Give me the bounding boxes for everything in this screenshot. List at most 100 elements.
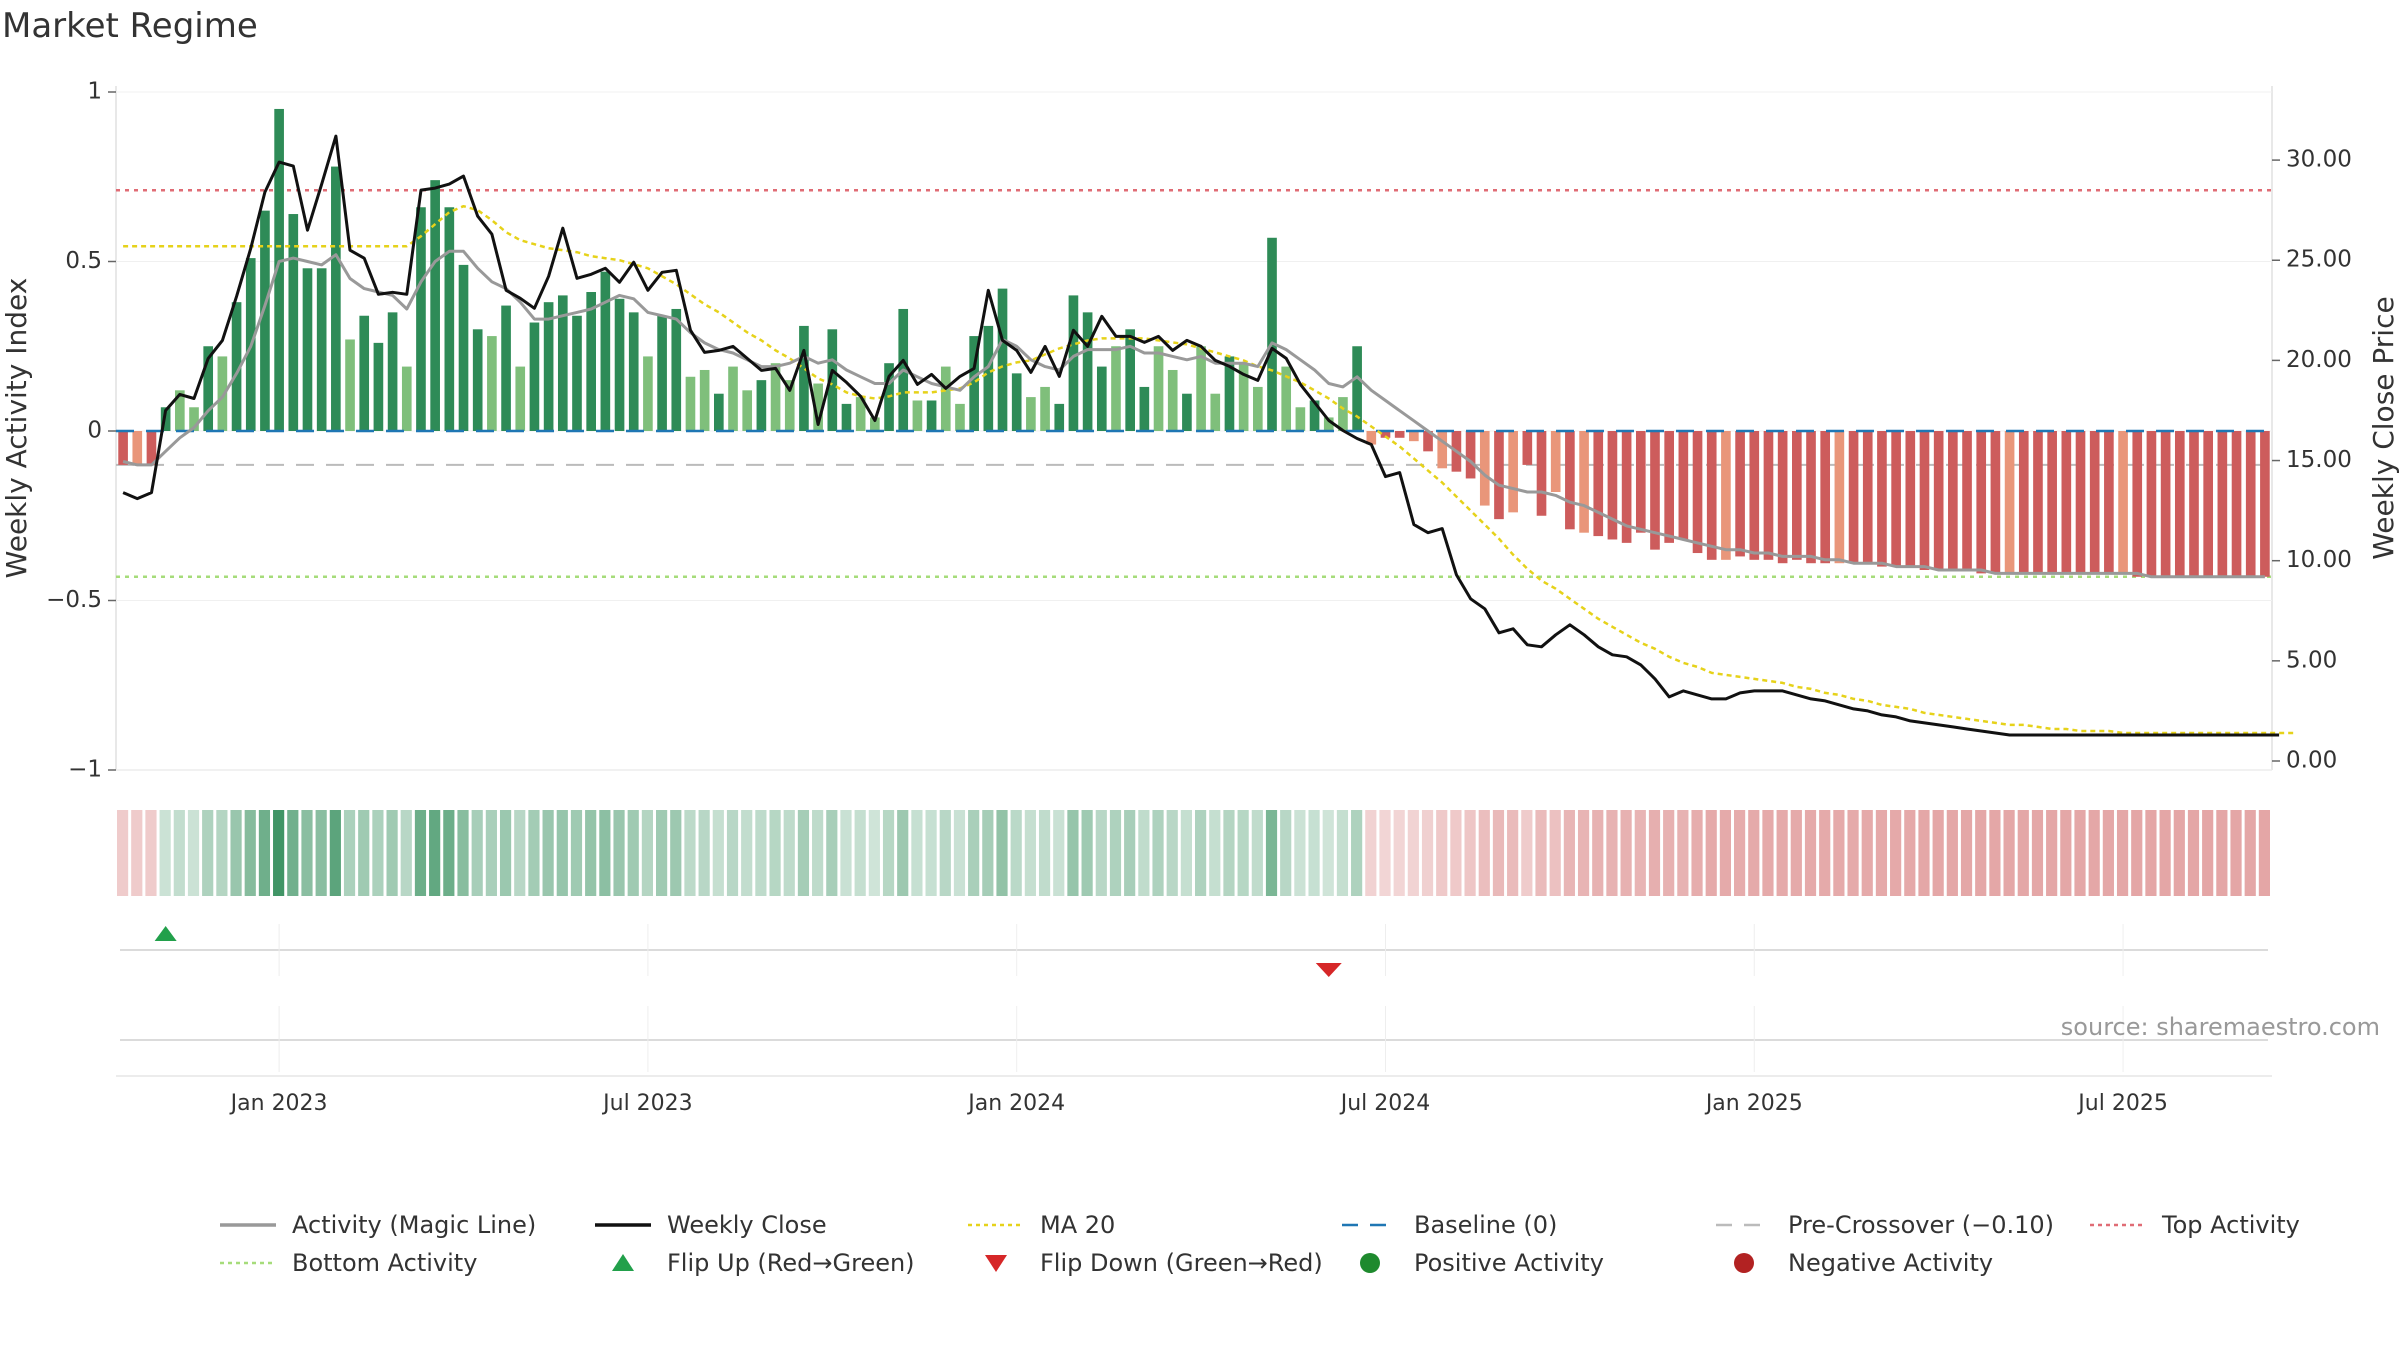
activity-bar [2203,431,2213,577]
y-tick-label: −1 [68,757,102,783]
heat-strip-cell [1734,810,1746,896]
activity-bar [146,431,157,465]
heat-strip-cell [499,810,512,896]
activity-bar [1054,403,1065,431]
heat-strip-cell [968,810,980,896]
activity-bar [401,366,412,431]
activity-bar [472,329,483,431]
y-tick-label: 0 [87,418,102,444]
legend-swatch-tri-down [985,1255,1007,1272]
activity-bar [969,336,979,431]
heat-strip-cell [769,810,781,896]
activity-bar [529,322,540,431]
activity-bar [1565,431,1575,530]
activity-bar [1253,386,1263,431]
heat-strip-cell [414,810,427,896]
activity-bar [2004,431,2015,574]
heat-strip-cell [1322,810,1334,896]
heat-strip-cell [471,810,483,896]
heat-strip-cell [2031,810,2044,896]
heat-strip-cell [1606,810,1618,896]
heat-strip-cell [2102,810,2114,896]
activity-bar [1692,431,1703,554]
heat-strip-cell [1762,810,1774,896]
heat-strip-cell [528,810,540,896]
activity-bar [1550,431,1561,493]
heat-strip-cell [2017,810,2029,896]
heat-strip-cell [1393,810,1405,896]
activity-bar [1834,431,1845,564]
heat-strip-cell [1379,810,1391,896]
activity-bar [189,407,199,431]
activity-bar [1096,366,1107,431]
activity-bar [1721,431,1731,560]
heat-strip-cell [613,810,625,896]
heat-strip-cell [670,810,682,896]
heat-strip-cell [1890,810,1902,896]
heat-strip-cell [2046,810,2058,896]
heat-strip-cell [726,810,739,896]
activity-bar [1990,431,2001,574]
heat-strip-cell [1124,810,1136,896]
heat-strip-cell [1918,810,1930,896]
activity-bar [2033,431,2043,574]
activity-bar [302,268,313,431]
heat-strip-cell [1109,810,1122,896]
heat-strip-cell [244,810,256,896]
y2-tick-label: 20.00 [2286,347,2352,373]
heat-strip-cell [641,810,653,896]
y2-tick-label: 10.00 [2286,547,2352,573]
activity-bar [2245,431,2256,577]
activity-bar [543,302,554,431]
heat-strip-cell [1563,810,1575,896]
heat-strip-cell [854,810,866,896]
flip-up-marker [154,926,177,941]
heat-strip-cell [2003,810,2015,896]
heat-strip-cell [1861,810,1873,896]
legend-label: Flip Up (Red→Green) [667,1249,915,1277]
activity-bar [231,302,242,431]
activity-bar [997,288,1008,431]
activity-bar [1210,393,1221,431]
heat-strip-cell [2159,810,2171,896]
activity-bar [1650,431,1660,550]
heat-strip-cell [982,810,994,896]
heat-strip-cell [868,810,880,896]
heat-strip-cell [1223,810,1235,896]
heat-strip-cell [1705,810,1717,896]
activity-bar [1111,346,1121,431]
activity-bar [940,366,951,431]
activity-bar [784,380,795,431]
heat-strip-cell [187,810,200,896]
heat-strip-cell [1351,810,1363,896]
activity-bar [955,403,965,431]
activity-bar [2118,431,2128,574]
heat-strip-cell [1989,810,2001,896]
heat-strip-cell [1180,810,1192,896]
heat-strip-cell [230,810,242,896]
activity-bar [2160,431,2171,577]
heat-strip-cell [542,810,554,896]
activity-bar [1905,431,1916,567]
x-tick-label: Jul 2023 [601,1091,693,1116]
heat-strip-cell [2145,810,2157,896]
legend-label: Flip Down (Green→Red) [1040,1249,1323,1277]
heat-strip-cell [273,810,285,896]
activity-bar [714,393,724,431]
activity-bar [628,312,639,431]
heat-strip-cell [1776,810,1788,896]
legend-label: MA 20 [1040,1211,1115,1239]
activity-bar [359,315,370,431]
activity-bar [926,400,937,431]
activity-bar [1678,431,1689,540]
heat-strip-cell [953,810,966,896]
activity-bar [912,400,923,431]
heat-strip-cell [1265,810,1278,896]
heat-strip-cell [911,810,923,896]
heat-strip-cell [1195,810,1207,896]
heat-strip-cell [712,810,724,896]
activity-bar [274,108,284,431]
activity-bar [1635,431,1646,533]
activity-bar [1380,431,1391,438]
